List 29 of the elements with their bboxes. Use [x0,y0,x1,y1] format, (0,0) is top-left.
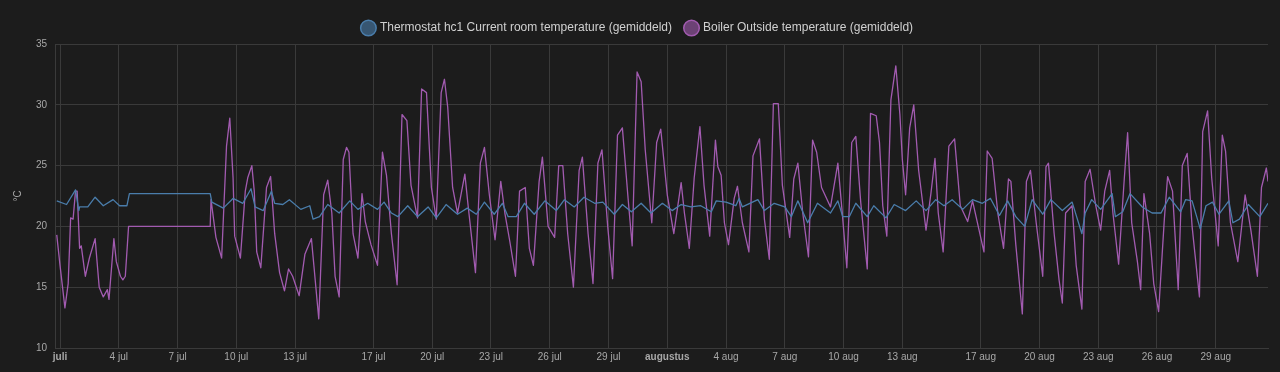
x-tick-label: 7 jul [168,350,187,362]
x-tick-label: 23 aug [1082,350,1114,362]
x-tick-label: 26 jul [537,350,562,362]
x-tick-label: 4 jul [109,350,128,362]
y-tick-label: 35 [36,37,48,49]
x-tick-label: juli [51,350,68,362]
x-tick-label: augustus [645,350,690,362]
x-tick-label: 7 aug [772,350,798,362]
y-axis-title: °C [11,190,23,202]
x-tick-label: 20 aug [1024,350,1055,362]
y-tick-label: 10 [36,341,48,353]
x-tick-label: 29 aug [1200,350,1232,362]
x-tick-label: 20 jul [420,350,445,362]
y-tick-label: 15 [36,280,48,292]
legend-label: Boiler Outside temperature (gemiddeld) [703,20,914,35]
y-tick-label: 20 [36,220,48,232]
x-tick-label: 10 jul [224,350,249,362]
x-tick-label: 17 aug [965,350,996,362]
x-tick-label: 13 aug [887,350,918,362]
legend-label: Thermostat hc1 Current room temperature (gemiddeld) [379,20,673,35]
x-tick-label: 4 aug [713,350,739,362]
x-tick-label: 29 jul [596,350,621,362]
y-tick-label: 25 [36,159,48,171]
y-tick-label: 30 [36,98,48,110]
x-tick-label: 10 aug [828,350,859,362]
x-tick-label: 26 aug [1141,350,1173,362]
x-tick-label: 13 jul [283,350,308,362]
x-tick-label: 17 jul [361,350,386,362]
x-tick-label: 23 jul [479,350,503,362]
